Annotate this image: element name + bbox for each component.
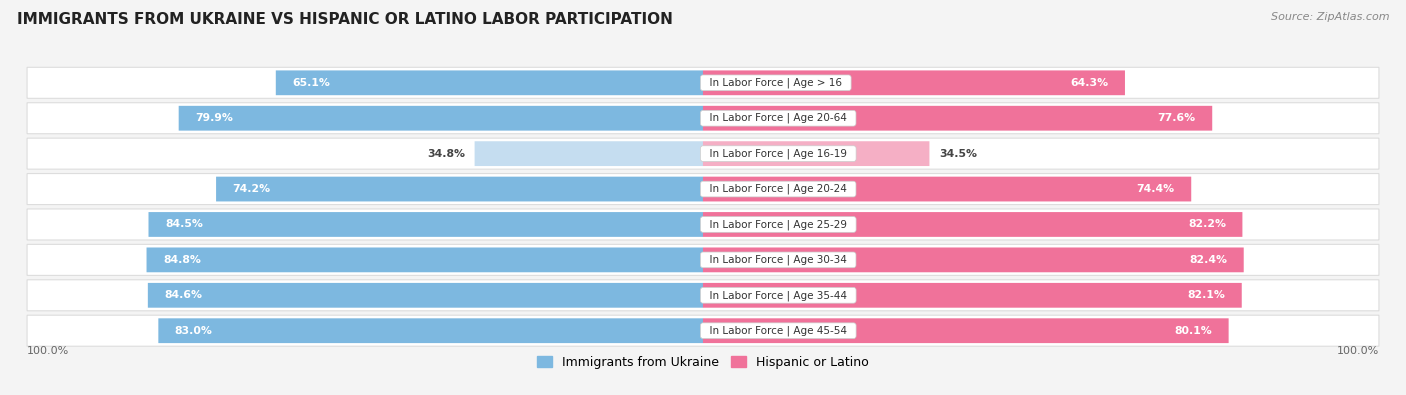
FancyBboxPatch shape bbox=[179, 106, 703, 131]
Text: 84.5%: 84.5% bbox=[165, 220, 202, 229]
FancyBboxPatch shape bbox=[703, 318, 1229, 343]
FancyBboxPatch shape bbox=[703, 70, 1125, 95]
Text: In Labor Force | Age 25-29: In Labor Force | Age 25-29 bbox=[703, 219, 853, 230]
FancyBboxPatch shape bbox=[159, 318, 703, 343]
Text: 74.2%: 74.2% bbox=[232, 184, 271, 194]
FancyBboxPatch shape bbox=[27, 315, 1379, 346]
Text: 84.6%: 84.6% bbox=[165, 290, 202, 300]
Text: 83.0%: 83.0% bbox=[174, 326, 212, 336]
FancyBboxPatch shape bbox=[703, 248, 1244, 272]
Text: In Labor Force | Age 45-54: In Labor Force | Age 45-54 bbox=[703, 325, 853, 336]
FancyBboxPatch shape bbox=[149, 212, 703, 237]
Text: 82.1%: 82.1% bbox=[1188, 290, 1225, 300]
Text: 64.3%: 64.3% bbox=[1070, 78, 1108, 88]
Text: 84.8%: 84.8% bbox=[163, 255, 201, 265]
Text: 82.2%: 82.2% bbox=[1188, 220, 1226, 229]
Text: In Labor Force | Age 35-44: In Labor Force | Age 35-44 bbox=[703, 290, 853, 301]
FancyBboxPatch shape bbox=[27, 103, 1379, 134]
Text: 100.0%: 100.0% bbox=[1337, 346, 1379, 356]
FancyBboxPatch shape bbox=[703, 177, 1191, 201]
Text: 79.9%: 79.9% bbox=[195, 113, 233, 123]
FancyBboxPatch shape bbox=[703, 283, 1241, 308]
FancyBboxPatch shape bbox=[703, 212, 1243, 237]
Text: In Labor Force | Age 20-64: In Labor Force | Age 20-64 bbox=[703, 113, 853, 124]
FancyBboxPatch shape bbox=[148, 283, 703, 308]
FancyBboxPatch shape bbox=[27, 280, 1379, 311]
FancyBboxPatch shape bbox=[27, 138, 1379, 169]
FancyBboxPatch shape bbox=[703, 106, 1212, 131]
FancyBboxPatch shape bbox=[703, 141, 929, 166]
Text: 77.6%: 77.6% bbox=[1157, 113, 1195, 123]
Text: In Labor Force | Age 30-34: In Labor Force | Age 30-34 bbox=[703, 255, 853, 265]
Text: 34.5%: 34.5% bbox=[939, 149, 977, 159]
Text: 82.4%: 82.4% bbox=[1189, 255, 1227, 265]
Text: 80.1%: 80.1% bbox=[1174, 326, 1212, 336]
Text: 74.4%: 74.4% bbox=[1136, 184, 1175, 194]
Text: In Labor Force | Age 20-24: In Labor Force | Age 20-24 bbox=[703, 184, 853, 194]
Text: Source: ZipAtlas.com: Source: ZipAtlas.com bbox=[1271, 12, 1389, 22]
Text: 65.1%: 65.1% bbox=[292, 78, 330, 88]
FancyBboxPatch shape bbox=[276, 70, 703, 95]
FancyBboxPatch shape bbox=[146, 248, 703, 272]
FancyBboxPatch shape bbox=[27, 67, 1379, 98]
Text: IMMIGRANTS FROM UKRAINE VS HISPANIC OR LATINO LABOR PARTICIPATION: IMMIGRANTS FROM UKRAINE VS HISPANIC OR L… bbox=[17, 12, 672, 27]
Text: 34.8%: 34.8% bbox=[427, 149, 465, 159]
FancyBboxPatch shape bbox=[27, 173, 1379, 205]
FancyBboxPatch shape bbox=[27, 209, 1379, 240]
FancyBboxPatch shape bbox=[27, 245, 1379, 275]
Text: In Labor Force | Age 16-19: In Labor Force | Age 16-19 bbox=[703, 149, 853, 159]
Text: 100.0%: 100.0% bbox=[27, 346, 69, 356]
FancyBboxPatch shape bbox=[475, 141, 703, 166]
FancyBboxPatch shape bbox=[217, 177, 703, 201]
Text: In Labor Force | Age > 16: In Labor Force | Age > 16 bbox=[703, 77, 848, 88]
Legend: Immigrants from Ukraine, Hispanic or Latino: Immigrants from Ukraine, Hispanic or Lat… bbox=[531, 351, 875, 374]
